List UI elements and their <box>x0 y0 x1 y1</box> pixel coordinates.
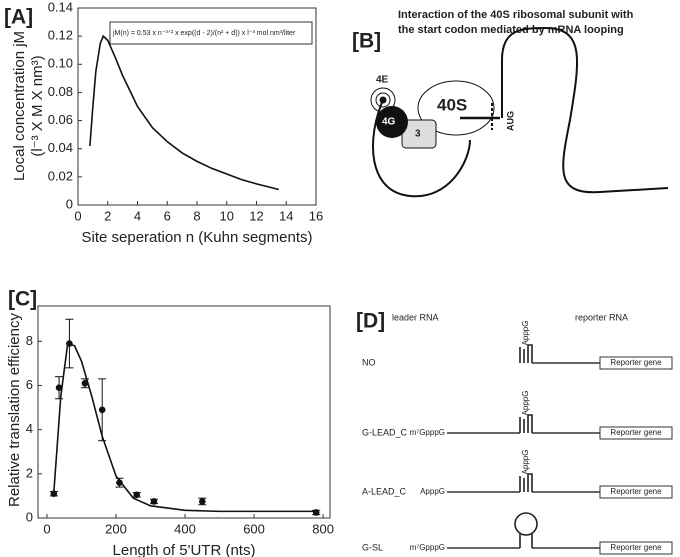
data-point <box>98 406 106 414</box>
x-tick-label: 6 <box>164 208 171 223</box>
data-point <box>50 490 58 498</box>
annotation: jM(n) = 0.53 x n⁻³ᐟ² x exp((d - 2)/(n² +… <box>112 30 296 37</box>
mrna <box>372 99 471 198</box>
stem-label: ApppG <box>521 321 530 346</box>
row-name: G-SL <box>362 542 383 552</box>
y-tick-label: 0.08 <box>48 84 73 99</box>
y-tick-label: 0 <box>26 509 33 524</box>
diagram-b: [B] Interaction of the 40S ribosomal sub… <box>352 9 669 198</box>
data-point <box>116 479 123 486</box>
reporter-label: Reporter gene <box>610 428 662 437</box>
x-tick-label: 8 <box>193 208 200 223</box>
y-tick-label: 0.10 <box>48 56 73 71</box>
x-tick-label: 10 <box>220 208 234 223</box>
stem <box>519 344 533 363</box>
stem <box>519 473 533 492</box>
data-point <box>150 498 158 505</box>
panel-label: [C] <box>8 288 37 311</box>
label: AUG <box>505 111 515 131</box>
reporter-label: Reporter gene <box>610 543 662 552</box>
cap <box>379 96 387 104</box>
annotation-box <box>109 21 313 45</box>
y-tick-label: 2 <box>26 465 33 480</box>
data-line <box>89 34 280 191</box>
y-axis-label: Local concentration jM <box>11 31 28 181</box>
x-tick-label: 4 <box>134 208 141 223</box>
factor <box>376 106 408 138</box>
y-tick-label: 4 <box>26 421 33 436</box>
label: 3 <box>415 129 421 140</box>
reporter-label: Reporter gene <box>610 487 662 496</box>
header: reporter RNA <box>575 312 628 322</box>
row-name: NO <box>362 357 376 367</box>
data-line <box>53 342 317 513</box>
y-tick-label: 0.02 <box>48 168 73 183</box>
y-tick-label: 0.06 <box>48 112 73 127</box>
y-tick-label: 0.04 <box>48 140 73 155</box>
stem-label: ApppG <box>521 450 530 475</box>
cap-ring <box>375 92 391 108</box>
x-tick-label: 14 <box>279 208 293 223</box>
plot-frame <box>37 305 331 519</box>
ribosome <box>417 80 495 136</box>
x-tick-label: 400 <box>174 521 196 536</box>
y-axis-label: (l⁻³ X M X nm³) <box>29 55 46 156</box>
x-tick-label: 16 <box>309 208 323 223</box>
x-tick-label: 2 <box>104 208 111 223</box>
panel-label: [A] <box>4 6 33 29</box>
mrna <box>501 26 669 194</box>
y-axis-label: Relative translation efficiency <box>6 313 23 507</box>
stem-label: ApppG <box>521 391 530 416</box>
row-name: G-LEAD_C <box>362 427 408 437</box>
diagram-d: [D] leader RNA reporter RNA NO Reporter g… <box>356 310 673 555</box>
label: 40S <box>437 95 467 114</box>
y-tick-label: 8 <box>26 333 33 348</box>
label: 4E <box>376 75 389 86</box>
diagram-title: Interaction of the 40S ribosomal subunit… <box>398 9 634 21</box>
row-name: A-LEAD_C <box>362 486 407 496</box>
y-tick-label: 6 <box>26 377 33 392</box>
data-point <box>55 384 63 392</box>
x-tick-label: 12 <box>249 208 263 223</box>
label: 4G <box>382 117 396 128</box>
x-tick-label: 600 <box>243 521 265 536</box>
stem-loop <box>519 534 533 548</box>
cap-label: m⁷GpppG <box>410 543 445 552</box>
data-point <box>81 379 89 387</box>
x-tick-label: 800 <box>312 521 334 536</box>
data-point <box>312 509 320 516</box>
cap-label: m⁷GpppG <box>410 428 445 437</box>
y-tick-label: 0.12 <box>48 28 73 43</box>
y-tick-label: 0 <box>66 196 73 211</box>
cap-label: ApppG <box>420 487 445 496</box>
x-axis-label: Length of 5'UTR (nts) <box>113 542 256 557</box>
data-point <box>133 491 141 499</box>
stem-loop <box>514 512 538 536</box>
data-point <box>198 498 206 505</box>
panel-label: [D] <box>356 310 385 333</box>
x-tick-label: 200 <box>105 521 127 536</box>
x-tick-label: 0 <box>74 208 81 223</box>
x-axis-label: Site seperation n (Kuhn segments) <box>82 229 313 246</box>
header: leader RNA <box>392 312 439 322</box>
panel-label: [B] <box>352 30 381 53</box>
stem <box>519 414 533 433</box>
reporter-label: Reporter gene <box>610 358 662 367</box>
x-tick-label: 0 <box>43 521 50 536</box>
y-tick-label: 0.14 <box>48 0 73 14</box>
